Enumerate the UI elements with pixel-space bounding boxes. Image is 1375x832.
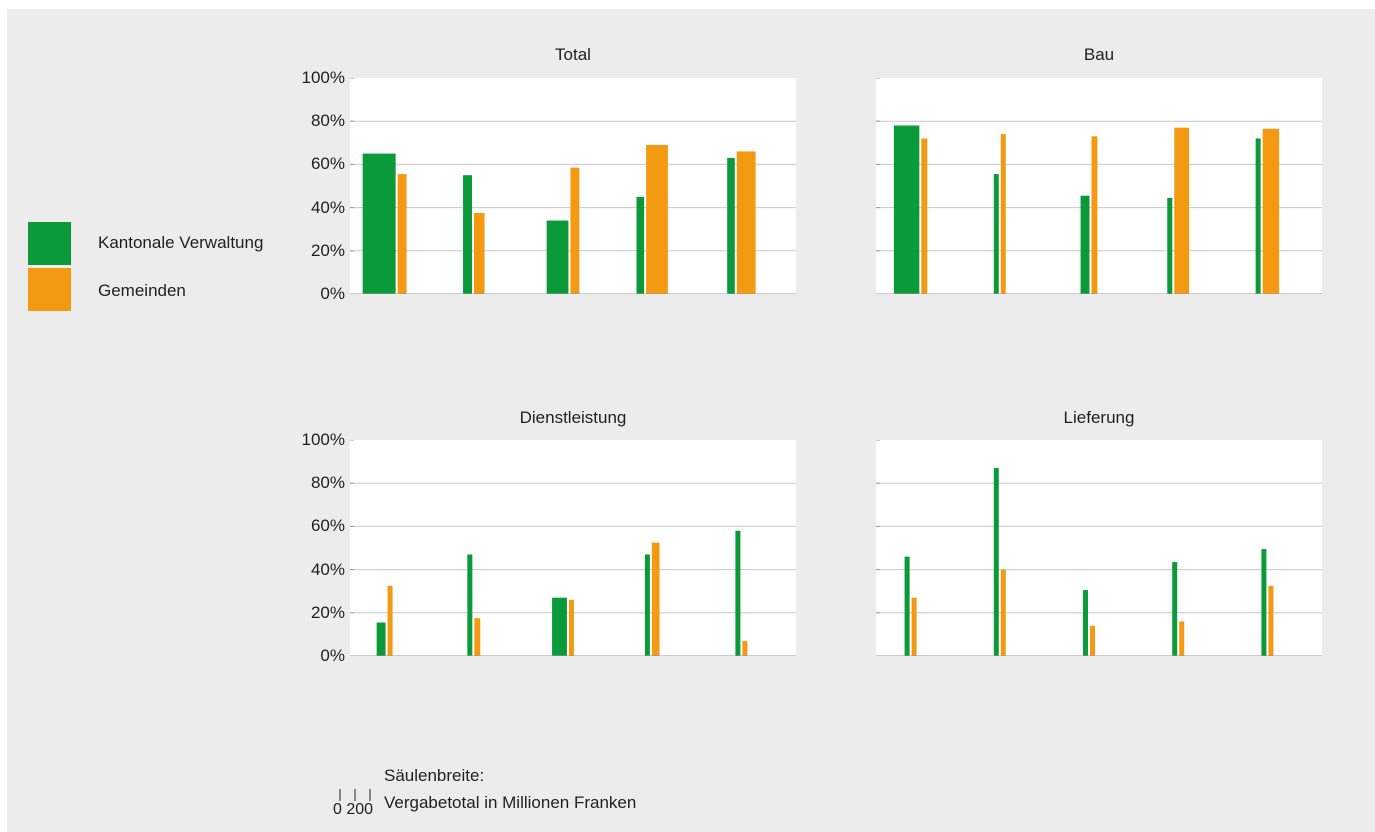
- chart-canvas: Kantonale Verwaltung Gemeinden Total Bau…: [7, 9, 1375, 832]
- legend-swatch-gemeinden: [28, 268, 71, 311]
- bar-gemeinden-2018: [568, 599, 574, 656]
- bar-gemeinden-2020: [1262, 128, 1280, 294]
- bar-gemeinden-2017: [473, 213, 485, 294]
- bar-gemeinden-2016: [911, 597, 917, 656]
- chart-panel-dienstleistung: 20162017201820192020: [350, 440, 796, 656]
- bar-width-heading: Säulenbreite:: [384, 766, 485, 785]
- bar-kantonale-2018: [1080, 195, 1090, 294]
- bar-kantonale-2017: [463, 175, 472, 294]
- bar-kantonale-2020: [1261, 549, 1267, 656]
- legend-label-gemeinden: Gemeinden: [98, 281, 186, 300]
- bar-gemeinden-2020: [742, 640, 748, 656]
- bar-gemeinden-2016: [921, 138, 928, 294]
- panel-title-lieferung: Lieferung: [1063, 408, 1135, 427]
- y-tick-label: 80%: [310, 111, 345, 131]
- bar-kantonale-2017: [467, 554, 473, 656]
- bar-kantonale-2020: [735, 530, 741, 656]
- y-tick-label: 100%: [301, 68, 345, 87]
- y-tick-label: 80%: [310, 473, 345, 493]
- y-tick-label: 0%: [320, 284, 345, 303]
- bar-width-scale-labels: 0 200: [333, 801, 374, 818]
- chart-panel-total: 20162017201820192020: [350, 78, 796, 294]
- y-tick-label: 60%: [310, 154, 345, 174]
- chart-panel-bau: 20162017201820192020: [876, 78, 1322, 294]
- bar-gemeinden-2018: [1091, 136, 1098, 294]
- bar-width-text: Vergabetotal in Millionen Franken: [384, 793, 637, 812]
- bar-width-scale-icon: [339, 789, 371, 801]
- bar-kantonale-2018: [546, 220, 569, 294]
- bar-gemeinden-2016: [387, 585, 393, 656]
- bar-kantonale-2016: [904, 556, 910, 656]
- bar-gemeinden-2019: [1179, 621, 1185, 656]
- y-tick-label: 0%: [320, 646, 345, 665]
- panel-title-dienstleistung: Dienstleistung: [519, 408, 627, 427]
- bar-gemeinden-2018: [1090, 625, 1095, 656]
- bar-kantonale-2019: [1172, 562, 1178, 656]
- bar-kantonale-2017: [993, 174, 999, 294]
- bar-kantonale-2018: [552, 597, 567, 656]
- plot-background: [876, 440, 1322, 656]
- panel-title-total: Total: [555, 45, 591, 64]
- bar-kantonale-2017: [993, 468, 999, 656]
- y-tick-label: 100%: [301, 430, 345, 449]
- bar-kantonale-2016: [362, 153, 396, 294]
- plot-background: [876, 78, 1322, 294]
- bar-kantonale-2016: [893, 125, 920, 294]
- panel-title-bau: Bau: [1083, 45, 1115, 64]
- y-tick-label: 40%: [310, 559, 345, 579]
- bar-gemeinden-2019: [1174, 127, 1190, 294]
- bar-kantonale-2019: [1167, 197, 1173, 294]
- bar-gemeinden-2017: [474, 618, 481, 656]
- bar-gemeinden-2020: [1268, 585, 1274, 656]
- y-tick-label: 20%: [310, 240, 345, 260]
- legend-label-kantonale: Kantonale Verwaltung: [98, 233, 264, 252]
- bar-kantonale-2020: [727, 157, 735, 294]
- bar-gemeinden-2018: [570, 167, 580, 294]
- legend-swatch-kantonale: [28, 222, 71, 265]
- bar-gemeinden-2020: [736, 151, 756, 294]
- bar-kantonale-2016: [376, 622, 386, 656]
- bar-kantonale-2019: [636, 196, 645, 294]
- y-tick-label: 20%: [310, 602, 345, 622]
- bar-gemeinden-2019: [646, 144, 668, 294]
- bar-kantonale-2019: [644, 554, 650, 656]
- bar-gemeinden-2019: [651, 542, 660, 656]
- bar-gemeinden-2016: [397, 174, 407, 294]
- y-tick-label: 60%: [310, 516, 345, 536]
- bar-kantonale-2020: [1255, 138, 1261, 294]
- chart-panel-lieferung: 20162017201820192020: [876, 440, 1322, 656]
- y-tick-label: 40%: [310, 197, 345, 217]
- bar-kantonale-2018: [1083, 590, 1088, 656]
- bar-gemeinden-2017: [1000, 569, 1006, 656]
- bar-gemeinden-2017: [1000, 134, 1006, 294]
